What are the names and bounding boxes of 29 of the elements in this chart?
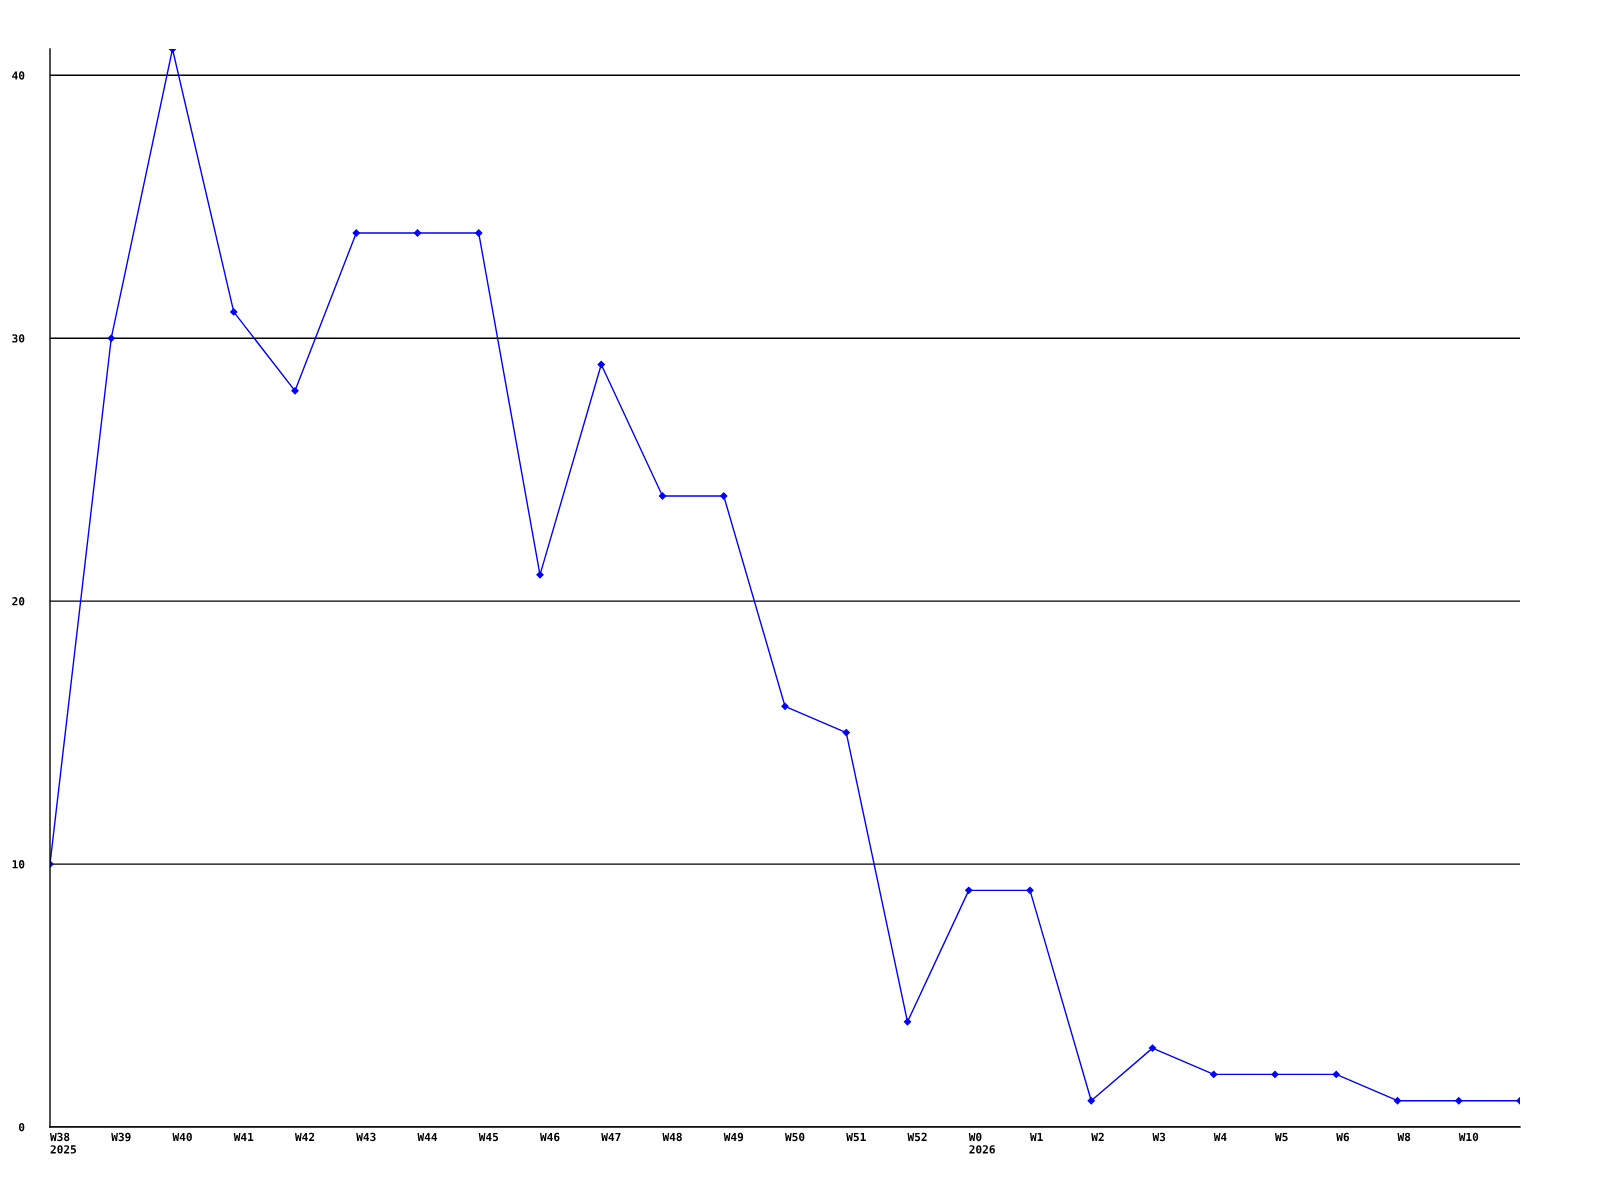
x-tick-label: W43	[356, 1132, 376, 1142]
x-tick-label: W1	[1030, 1132, 1043, 1141]
x-tick-label: W47	[601, 1132, 621, 1141]
y-tick-label: 40	[12, 71, 25, 80]
x-tick-label: W6	[1336, 1132, 1350, 1142]
x-tick-label: W10	[1458, 1132, 1479, 1142]
x-tick-label: W45	[478, 1132, 499, 1142]
x-tick-label: W5	[1275, 1132, 1288, 1142]
x-tick-label: W38 2025	[50, 1132, 76, 1154]
y-tick-label: 30	[12, 334, 25, 343]
x-tick-label: W46	[540, 1132, 560, 1142]
x-tick-label: W39	[111, 1132, 131, 1142]
x-tick-label: W41	[233, 1132, 254, 1141]
x-tick-label: W8	[1397, 1132, 1411, 1142]
x-tick-label: W52	[907, 1132, 927, 1142]
x-tick-label: W40	[172, 1132, 192, 1142]
x-tick-label: W3	[1152, 1132, 1166, 1142]
y-tick-label: 20	[12, 597, 25, 606]
x-tick-label: W49	[723, 1132, 744, 1142]
x-tick-label: W4	[1213, 1132, 1227, 1141]
x-tick-label: W48	[662, 1132, 682, 1142]
x-tick-label: W44	[417, 1132, 438, 1141]
x-tick-label: W42	[295, 1132, 315, 1141]
x-tick-label: W51	[846, 1132, 866, 1142]
x-tick-label: W2	[1091, 1132, 1104, 1141]
y-tick-label: 0	[18, 1122, 25, 1132]
x-tick-label: W50	[785, 1132, 805, 1142]
x-tick-label: W0 2026	[968, 1132, 995, 1154]
y-tick-label: 10	[12, 860, 25, 869]
